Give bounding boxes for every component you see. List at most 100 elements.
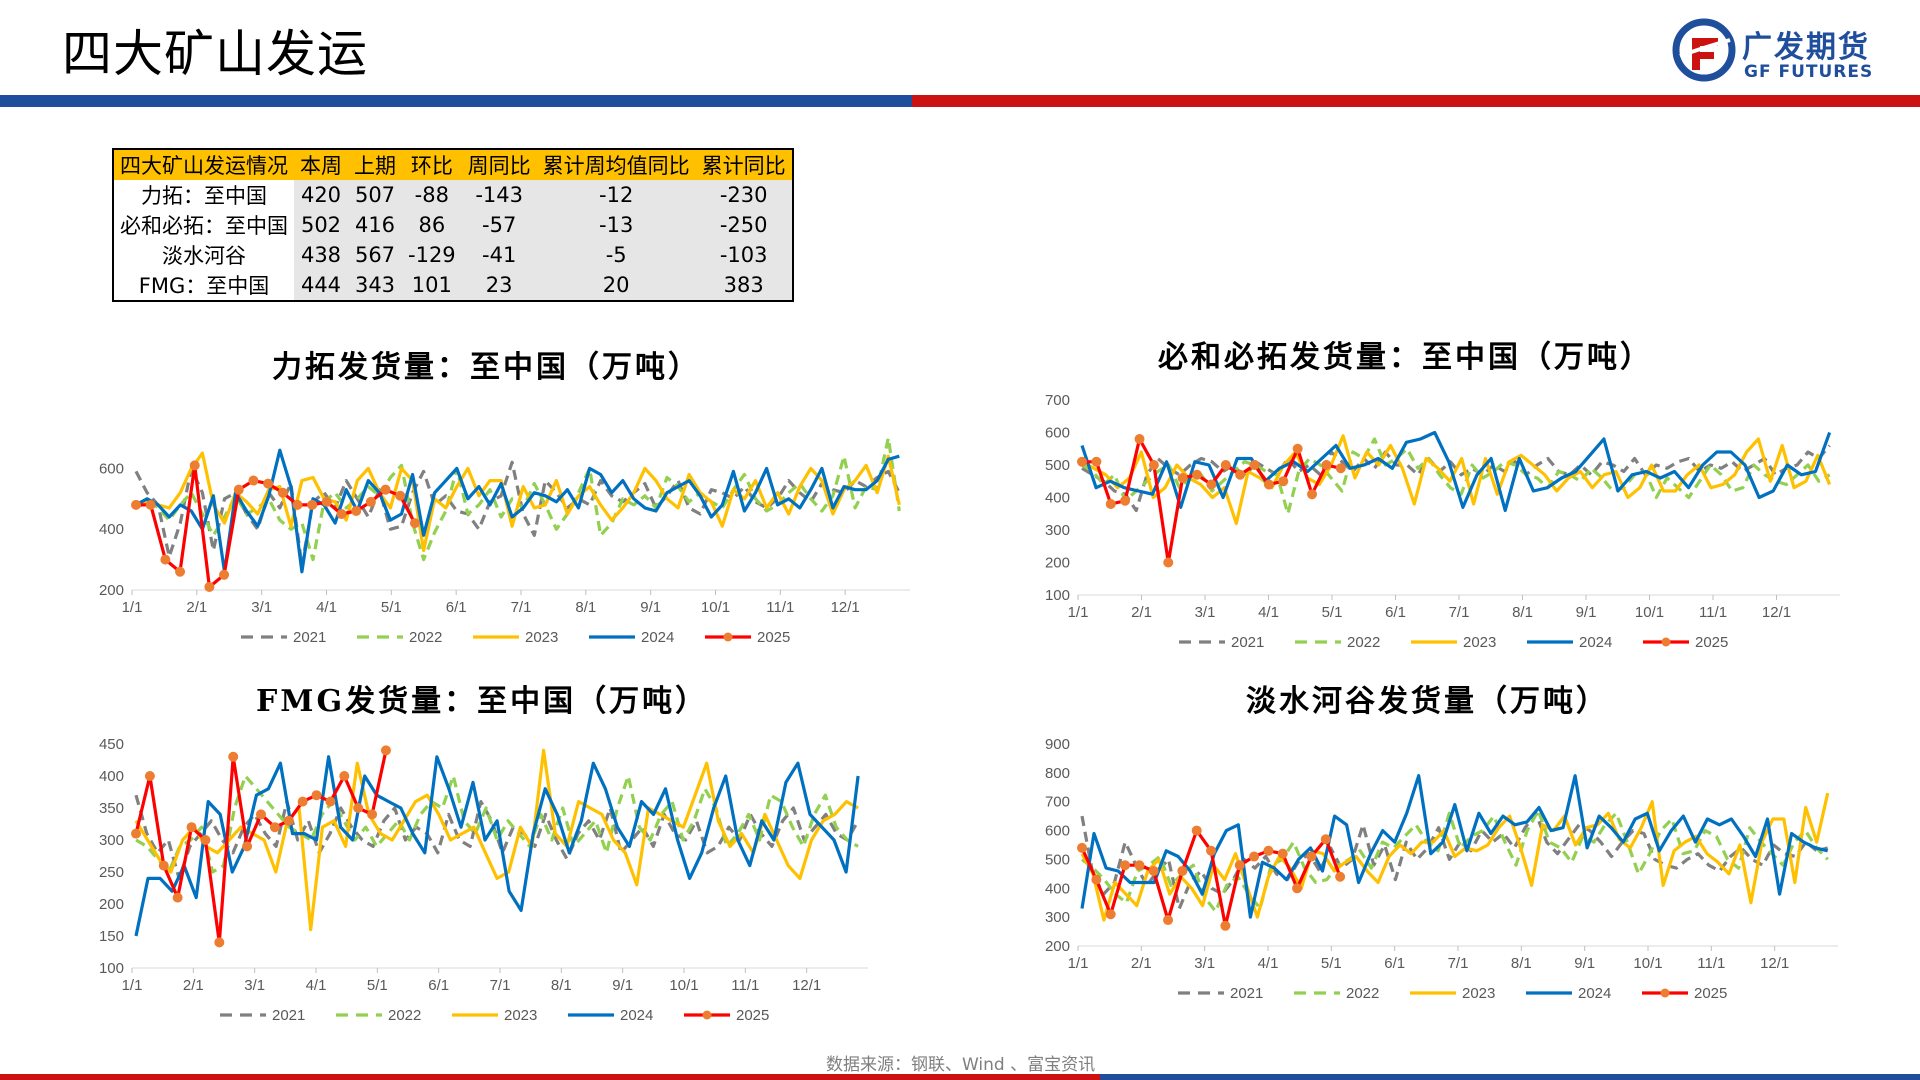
data-point-2025 [1177, 865, 1188, 876]
page-title: 四大矿山发运 [62, 25, 368, 83]
series-line-2023 [1081, 434, 1832, 526]
table-cell: -41 [461, 240, 537, 270]
data-point-2025 [172, 892, 183, 903]
data-point-2025 [297, 796, 308, 807]
y-tick-label: 100 [99, 960, 124, 977]
x-tick-label: 2/1 [1131, 604, 1152, 621]
y-tick-label: 400 [1045, 880, 1070, 897]
data-point-2025 [1277, 848, 1288, 859]
y-tick-label: 300 [99, 832, 124, 849]
x-tick-label: 1/1 [122, 977, 143, 994]
data-point-2025 [1091, 456, 1102, 467]
x-tick-label: 6/1 [428, 977, 449, 994]
column-header: 环比 [402, 149, 462, 180]
x-tick-label: 2/1 [183, 977, 204, 994]
table-cell: -230 [695, 180, 793, 210]
legend-label: 2025 [1695, 634, 1728, 651]
chart-rio-tinto: 200 400 600 1/1 2/1 3/1 4/1 5/1 6/1 7/1 8/1 9/1 10/1… [99, 436, 910, 646]
data-point-2025 [365, 496, 376, 507]
legend-label: 2023 [504, 1007, 537, 1024]
x-tick-label: 10/1 [669, 977, 698, 994]
x-tick-label: 3/1 [251, 599, 272, 616]
data-point-2025 [131, 828, 141, 839]
y-tick-label: 450 [99, 736, 124, 753]
table-cell: 必和必拓：至中国 [113, 210, 294, 240]
y-tick-label: 300 [1045, 909, 1070, 926]
data-point-2025 [292, 499, 303, 510]
data-point-2025 [1292, 883, 1303, 894]
data-point-2025 [1091, 874, 1102, 885]
data-point-2025 [1120, 495, 1131, 506]
header-divider [0, 95, 1920, 107]
y-tick-label: 400 [99, 768, 124, 785]
table-cell: 420 [294, 180, 348, 210]
data-point-2025 [321, 496, 332, 507]
x-tick-label: 5/1 [381, 599, 402, 616]
table-header-row: 四大矿山发运情况 本周 上期 环比 周同比 累计周均值同比 累计同比 [113, 149, 793, 180]
x-tick-label: 6/1 [446, 599, 467, 616]
data-point-2025 [395, 490, 406, 501]
data-point-2025 [189, 460, 200, 471]
column-header: 上期 [348, 149, 402, 180]
y-tick-label: 400 [1045, 490, 1070, 507]
x-tick-label: 1/1 [122, 599, 143, 616]
table-cell: 淡水河谷 [113, 240, 294, 270]
data-point-2025 [336, 509, 347, 519]
legend-label: 2024 [620, 1007, 653, 1024]
x-tick-label: 8/1 [551, 977, 572, 994]
data-point-2025 [228, 751, 239, 762]
y-tick-label: 500 [1045, 851, 1070, 868]
data-point-2025 [1234, 860, 1245, 871]
data-point-2025 [1206, 845, 1217, 856]
table-cell: -13 [536, 210, 696, 240]
x-tick-label: 7/1 [1448, 955, 1469, 972]
chart-title-bhp: 必和必拓发货量：至中国（万吨） [1158, 340, 1653, 375]
x-tick-label: 1/1 [1068, 604, 1089, 621]
data-point-2025 [1148, 460, 1159, 470]
series-line-2024 [135, 448, 900, 574]
legend-label: 2024 [1578, 985, 1611, 1002]
data-point-2025 [1306, 851, 1317, 862]
x-tick-label: 9/1 [1574, 955, 1595, 972]
legend-label: 2021 [1231, 634, 1264, 651]
column-header: 累计周均值同比 [536, 149, 696, 180]
x-tick-label: 3/1 [1194, 955, 1215, 972]
x-tick-label: 2/1 [186, 599, 207, 616]
x-tick-label: 10/1 [1633, 955, 1662, 972]
y-tick-label: 250 [99, 864, 124, 881]
y-tick-label: 200 [1045, 938, 1070, 955]
data-point-2025 [277, 487, 288, 498]
x-tick-label: 6/1 [1384, 955, 1405, 972]
y-tick-label: 900 [1045, 736, 1070, 753]
legend-label: 2021 [293, 629, 326, 646]
table-cell: 383 [695, 270, 793, 301]
logo-english-name: GF FUTURES [1744, 62, 1874, 82]
series-line-2023 [135, 451, 901, 553]
data-point-2025 [1320, 834, 1331, 845]
data-point-2025 [1163, 557, 1174, 568]
column-header: 周同比 [461, 149, 537, 180]
chart-fmg: 100 150 200 250 300 350 400 450 1/1 2/1 3/1 4/1 5/1 6… [99, 736, 868, 1024]
y-tick-label: 700 [1045, 392, 1070, 409]
data-point-2025 [160, 554, 171, 565]
data-point-2025 [1206, 479, 1217, 490]
legend-marker-2025 [723, 632, 733, 642]
data-point-2025 [242, 841, 253, 852]
series-line-2021 [134, 460, 901, 568]
chart-title-rio-tinto: 力拓发货量：至中国（万吨） [272, 350, 701, 385]
x-tick-label: 7/1 [1449, 604, 1470, 621]
table-cell: 416 [348, 210, 402, 240]
data-point-2025 [339, 771, 350, 781]
data-point-2025 [1307, 489, 1318, 500]
table-row: 淡水河谷 438 567 -129 -41 -5 -103 [113, 240, 793, 270]
x-tick-label: 5/1 [1321, 955, 1342, 972]
data-source-note: 数据来源：钢联、Wind 、富宝资讯 [826, 1055, 1096, 1075]
data-point-2025 [1163, 915, 1174, 926]
data-point-2025 [233, 484, 244, 495]
data-point-2025 [263, 478, 274, 489]
y-tick-label: 600 [99, 460, 124, 477]
table-row: FMG：至中国 444 343 101 23 20 383 [113, 270, 793, 301]
table-cell: 438 [294, 240, 348, 270]
x-tick-label: 10/1 [1635, 604, 1664, 621]
y-tick-label: 400 [99, 521, 124, 538]
